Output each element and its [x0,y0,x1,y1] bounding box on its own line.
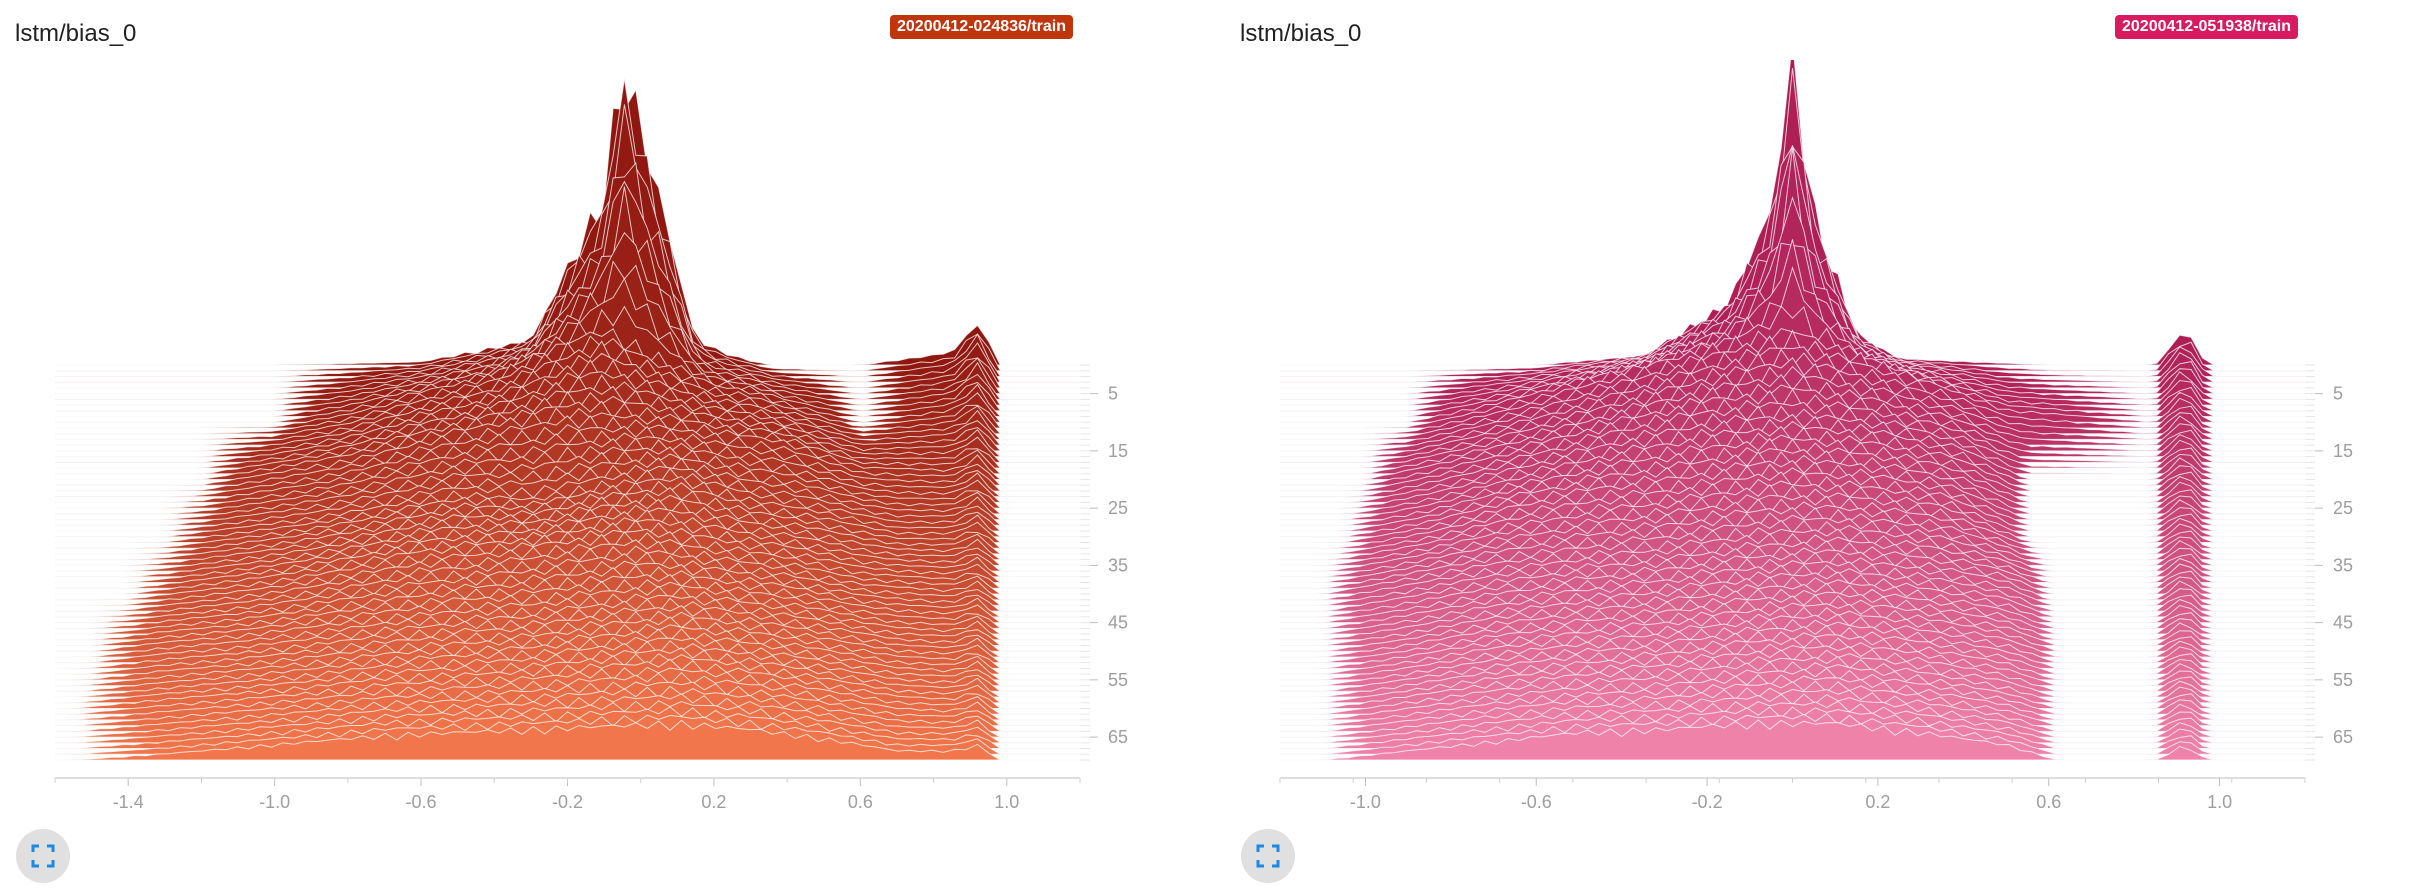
y-tick-label: 35 [2333,555,2353,575]
histogram-chart: 5 15 25 35 45 55 65 -1.0 -0.6 -0.2 0.2 0.6 1.0 [1279,60,2353,812]
y-tick-label: 65 [1108,727,1128,747]
run-badge: 20200412-024836/train [890,15,1074,39]
histogram-step [1280,719,2305,761]
y-tick-label: 5 [2333,384,2343,404]
y-tick-label: 55 [2333,670,2353,690]
card-title: lstm/bias_0 [1240,20,1362,47]
y-tick-label: 25 [1108,498,1128,518]
x-tick-label: -0.6 [1521,792,1552,812]
y-tick-label: 45 [2333,613,2353,633]
y-tick-label: 45 [1108,613,1128,633]
y-axis: 5 15 25 35 45 55 65 [1090,384,1128,747]
x-tick-label: 0.2 [701,792,726,812]
x-axis: -1.0 -0.6 -0.2 0.2 0.6 1.0 [1279,777,2306,812]
x-tick-label: 0.2 [1865,792,1890,812]
y-tick-label: 15 [1108,441,1128,461]
x-tick-label: -1.0 [1350,792,1381,812]
histogram-ridges [54,78,1081,761]
x-tick-label: 0.6 [2036,792,2061,812]
fullscreen-button[interactable] [16,829,70,883]
x-tick-label: 1.0 [994,792,1019,812]
x-tick-label: -0.6 [406,792,437,812]
histogram-card-left: lstm/bias_0 20200412-024836/train 5 15 25 3… [15,15,1128,883]
fullscreen-icon [31,844,55,868]
histogram-step [55,719,1080,761]
x-tick-label: -0.2 [1692,792,1723,812]
x-axis: -1.4 -1.0 -0.6 -0.2 0.2 0.6 1.0 [54,777,1081,812]
x-tick-label: -1.0 [259,792,290,812]
y-tick-label: 15 [2333,441,2353,461]
y-axis: 5 15 25 35 45 55 65 [2315,384,2353,747]
y-tick-label: 65 [2333,727,2353,747]
histogram-card-right: lstm/bias_0 20200412-051938/train 5 15 25 3… [1225,0,2410,888]
y-tick-label: 5 [1108,384,1118,404]
histogram-chart: 5 15 25 35 45 55 65 -1.4 -1.0 -0.6 -0.2 0.2 0.6 1.0 [54,78,1128,812]
x-tick-label: -1.4 [113,792,144,812]
histogram-ridges [1279,60,2306,761]
y-tick-label: 55 [1108,670,1128,690]
y-tick-label: 25 [2333,498,2353,518]
x-tick-label: 0.6 [848,792,873,812]
y-tick-label: 35 [1108,555,1128,575]
fullscreen-button[interactable] [1241,829,1295,883]
card-title: lstm/bias_0 [15,20,137,47]
x-tick-label: -0.2 [552,792,583,812]
fullscreen-icon [1256,844,1280,868]
x-tick-label: 1.0 [2207,792,2232,812]
run-badge: 20200412-051938/train [2115,15,2299,39]
